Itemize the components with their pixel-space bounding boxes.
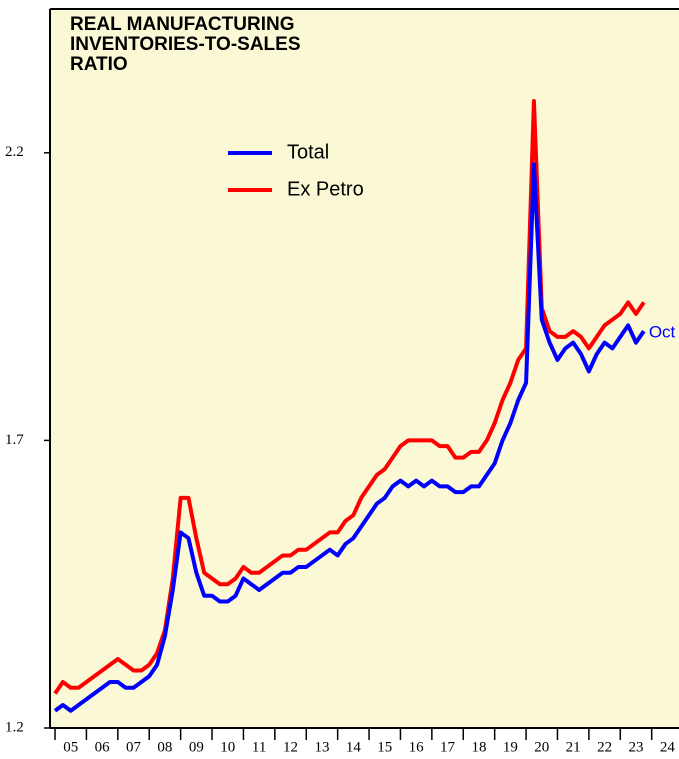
x-tick-label: 12 xyxy=(283,739,298,755)
series-line xyxy=(53,99,646,695)
chart-title: REAL MANUFACTURING xyxy=(70,14,294,35)
x-tick-label: 15 xyxy=(377,739,392,755)
x-tick-label: 11 xyxy=(252,739,266,755)
series-line xyxy=(53,162,646,713)
end-annotation: Oct xyxy=(649,323,676,342)
x-tick-label: 18 xyxy=(471,739,486,755)
x-tick-label: 13 xyxy=(314,739,329,755)
x-tick-label: 07 xyxy=(126,739,142,755)
y-tick-label: 1.2 xyxy=(5,719,24,735)
legend-label: Ex Petro xyxy=(287,178,364,200)
legend-label: Total xyxy=(287,141,329,163)
x-tick-label: 23 xyxy=(628,739,643,755)
x-tick-label: 06 xyxy=(95,739,111,755)
x-tick-label: 14 xyxy=(346,739,362,755)
chart-title: RATIO xyxy=(70,54,128,75)
x-tick-label: 17 xyxy=(440,739,456,755)
x-tick-label: 08 xyxy=(157,739,172,755)
x-tick-label: 09 xyxy=(189,739,204,755)
x-tick-label: 22 xyxy=(597,739,612,755)
x-tick-label: 05 xyxy=(63,739,78,755)
chart-title: INVENTORIES-TO-SALES xyxy=(70,34,301,55)
plot-area xyxy=(50,9,679,728)
x-tick-label: 24 xyxy=(660,739,676,755)
y-tick-label: 1.7 xyxy=(5,432,24,448)
plot-lines: Oct xyxy=(53,99,676,713)
x-tick-label: 21 xyxy=(566,739,581,755)
x-tick-label: 19 xyxy=(503,739,518,755)
y-tick-label: 2.2 xyxy=(5,144,24,160)
x-tick-label: 16 xyxy=(409,739,425,755)
x-tick-label: 10 xyxy=(220,739,235,755)
x-tick-label: 20 xyxy=(534,739,549,755)
